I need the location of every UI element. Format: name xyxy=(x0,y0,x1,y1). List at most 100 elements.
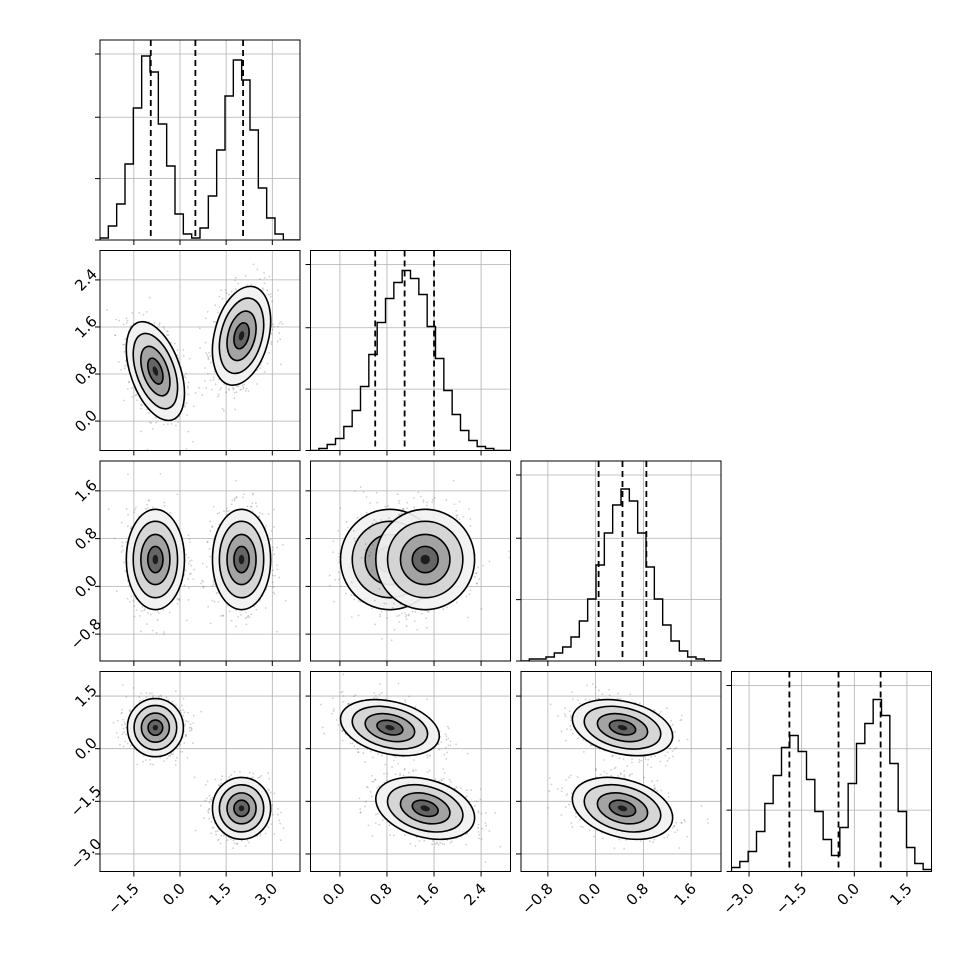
scatter-point xyxy=(225,391,228,394)
scatter-point xyxy=(117,361,120,363)
scatter-point xyxy=(163,501,166,504)
scatter-point xyxy=(360,557,363,559)
scatter-point xyxy=(166,423,169,426)
scatter-point xyxy=(381,637,383,640)
scatter-point xyxy=(364,548,367,551)
scatter-point xyxy=(344,592,347,595)
scatter-point xyxy=(187,534,190,537)
scatter-point xyxy=(273,508,276,511)
scatter-point xyxy=(245,611,247,614)
scatter-point xyxy=(475,582,478,585)
scatter-point xyxy=(255,608,258,611)
scatter-point xyxy=(270,343,273,345)
scatter-point xyxy=(162,633,165,635)
scatter-point xyxy=(398,621,401,623)
scatter-point xyxy=(192,578,195,581)
scatter-point xyxy=(276,325,279,328)
scatter-point xyxy=(128,601,131,603)
scatter-point xyxy=(221,407,224,410)
scatter-point xyxy=(452,479,455,482)
scatter-point xyxy=(276,546,279,549)
scatter-point xyxy=(350,594,353,596)
scatter-point xyxy=(128,381,130,384)
scatter-point xyxy=(403,612,406,614)
scatter-point xyxy=(208,351,210,354)
scatter-point xyxy=(155,631,158,634)
scatter-point xyxy=(271,546,274,549)
scatter-point xyxy=(151,428,154,430)
scatter-point xyxy=(120,551,123,553)
scatter-point xyxy=(120,521,123,524)
scatter-point xyxy=(234,625,237,628)
scatter-point xyxy=(225,507,228,510)
scatter-point xyxy=(239,388,242,391)
scatter-point xyxy=(401,605,404,608)
scatter-point xyxy=(122,323,125,326)
scatter-point xyxy=(166,334,168,336)
scatter-point xyxy=(375,491,378,494)
scatter-point xyxy=(170,422,173,425)
scatter-point xyxy=(201,562,204,565)
scatter-point xyxy=(185,402,188,405)
scatter-point xyxy=(122,549,125,552)
scatter-point xyxy=(209,361,212,364)
scatter-point xyxy=(478,578,481,581)
scatter-point xyxy=(414,610,417,613)
scatter-point xyxy=(192,405,195,408)
density-contour xyxy=(152,554,159,565)
scatter-point xyxy=(148,499,151,502)
scatter-point xyxy=(210,388,213,391)
scatter-point xyxy=(216,311,219,314)
scatter-point xyxy=(183,375,186,377)
scatter-point xyxy=(245,387,248,390)
scatter-point xyxy=(206,372,209,375)
scatter-point xyxy=(230,503,233,506)
scatter-point xyxy=(273,325,275,328)
scatter-point xyxy=(372,544,374,547)
scatter-point xyxy=(201,579,203,582)
scatter-point xyxy=(235,496,237,499)
scatter-point xyxy=(146,623,148,625)
scatter-point xyxy=(130,595,133,598)
scatter-point xyxy=(251,493,254,496)
scatter-point xyxy=(345,521,348,523)
scatter-point xyxy=(185,447,188,450)
scatter-point xyxy=(376,501,379,504)
scatter-point xyxy=(385,602,388,605)
scatter-point xyxy=(228,387,230,390)
scatter-point xyxy=(332,551,334,554)
scatter-point xyxy=(135,393,138,396)
scatter-point xyxy=(153,322,156,324)
scatter-point xyxy=(146,448,149,451)
scatter-point xyxy=(154,416,157,419)
scatter-point xyxy=(198,386,200,389)
scatter-point xyxy=(268,352,271,354)
scatter-point xyxy=(245,623,248,626)
scatter-point xyxy=(135,609,138,612)
scatter-point xyxy=(123,350,126,353)
scatter-point xyxy=(508,550,510,553)
scatter-point xyxy=(124,338,127,340)
scatter-point xyxy=(120,368,122,371)
scatter-point xyxy=(371,607,374,610)
scatter-point xyxy=(176,349,179,352)
scatter-point xyxy=(271,574,274,577)
scatter-point xyxy=(217,393,220,396)
scatter-point xyxy=(272,586,275,589)
scatter-point xyxy=(374,605,377,608)
scatter-point xyxy=(267,513,270,515)
scatter-point xyxy=(125,541,128,544)
scatter-point xyxy=(217,600,220,603)
scatter-point xyxy=(187,562,190,565)
scatter-point xyxy=(114,334,116,337)
scatter-point xyxy=(187,556,190,559)
scatter-point xyxy=(255,383,258,385)
scatter-point xyxy=(337,529,340,532)
scatter-point xyxy=(118,319,121,322)
scatter-point xyxy=(211,525,213,528)
scatter-point xyxy=(279,363,282,366)
scatter-point xyxy=(151,506,154,509)
scatter-point xyxy=(227,509,230,512)
scatter-point xyxy=(141,605,144,608)
